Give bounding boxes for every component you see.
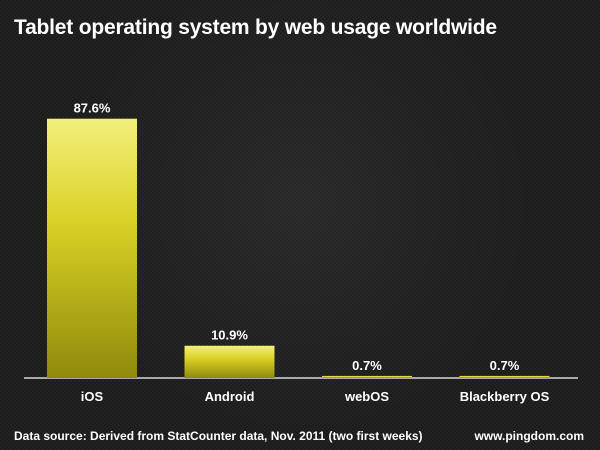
site-url: www.pingdom.com xyxy=(474,429,584,443)
category-label-blackberry-os: Blackberry OS xyxy=(460,389,550,404)
bar-android xyxy=(184,345,275,378)
category-label-android: Android xyxy=(205,389,255,404)
value-label-blackberry-os: 0.7% xyxy=(490,358,520,373)
value-label-webos: 0.7% xyxy=(352,358,382,373)
category-labels-group: iOS Android webOS Blackberry OS xyxy=(81,389,550,404)
bar-ios xyxy=(47,118,137,378)
chart-title: Tablet operating system by web usage wor… xyxy=(14,16,497,39)
bars-group xyxy=(47,118,550,378)
value-label-android: 10.9% xyxy=(211,328,248,343)
value-labels-group: 87.6% 10.9% 0.7% 0.7% xyxy=(74,101,520,373)
category-label-webos: webOS xyxy=(344,389,389,404)
value-label-ios: 87.6% xyxy=(74,101,111,116)
data-source-note: Data source: Derived from StatCounter da… xyxy=(14,429,423,443)
bar-blackberry-os xyxy=(459,375,550,378)
category-label-ios: iOS xyxy=(81,389,104,404)
bar-webos xyxy=(322,375,412,378)
